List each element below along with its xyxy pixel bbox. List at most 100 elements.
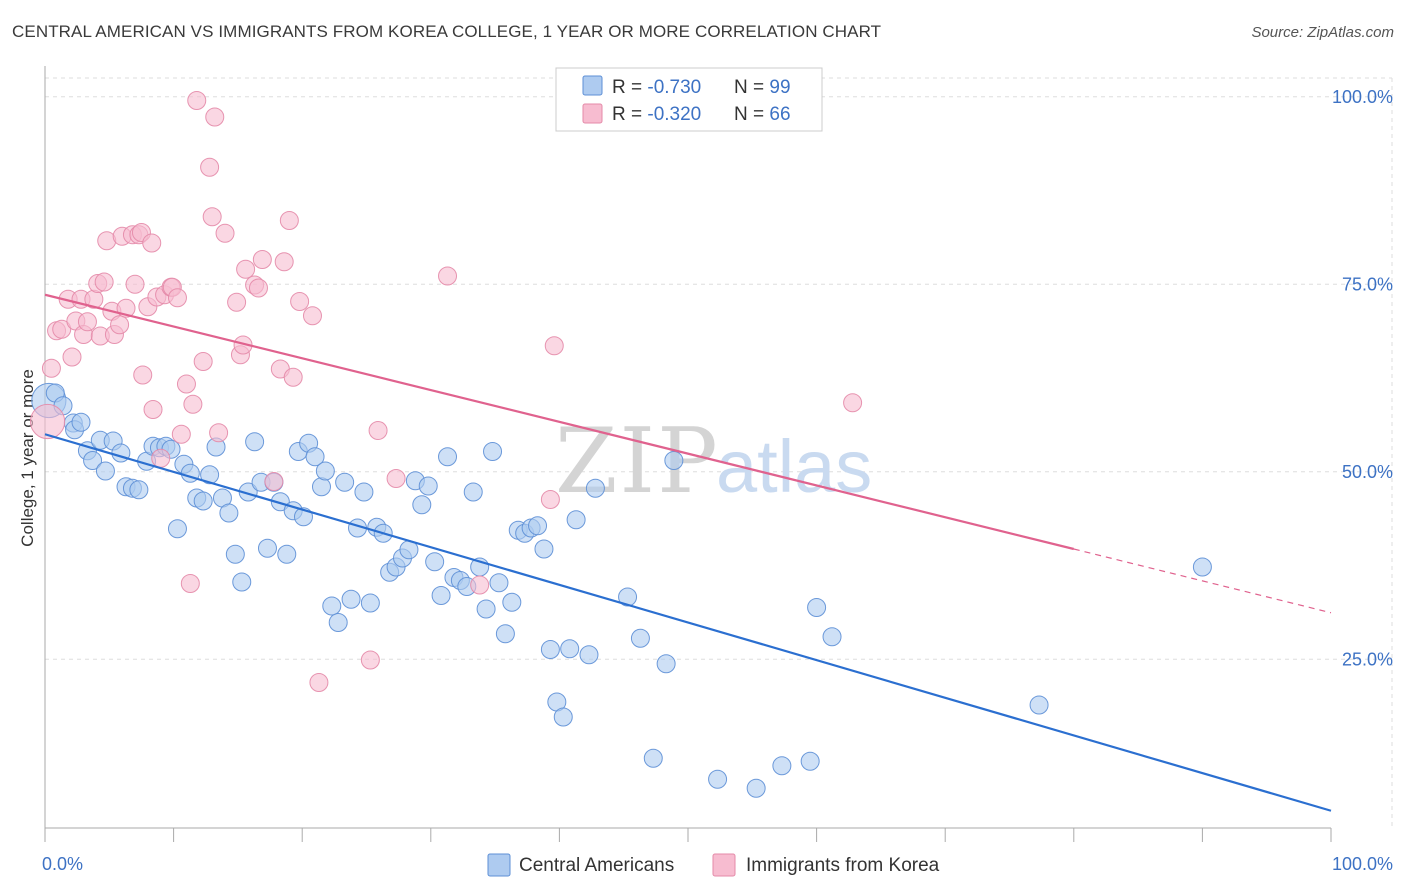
point-s1-59 <box>309 673 329 692</box>
x-tick-label-0: 0.0% <box>42 854 83 874</box>
point-s0-88 <box>643 748 663 768</box>
point-s0-67 <box>463 482 483 502</box>
point-s1-29 <box>151 448 171 468</box>
point-s1-54 <box>274 252 294 272</box>
point-s0-73 <box>502 592 522 612</box>
point-s1-55 <box>279 211 299 230</box>
trend-line-korea-extension <box>1073 548 1332 614</box>
point-s1-62 <box>386 469 406 488</box>
point-s0-59 <box>412 495 432 515</box>
point-s0-50 <box>354 482 374 502</box>
point-s0-42 <box>305 447 325 467</box>
point-s0-92 <box>746 778 766 798</box>
point-s0-32 <box>245 432 265 452</box>
point-s0-9 <box>95 461 115 481</box>
legend-r-value-2: -0.320 <box>647 104 701 125</box>
point-s0-45 <box>322 596 342 616</box>
point-s0-46 <box>328 613 348 632</box>
point-s1-44 <box>215 223 235 243</box>
legend-n-value-2: 66 <box>769 104 790 125</box>
point-s0-34 <box>257 538 277 558</box>
point-s0-78 <box>534 539 554 559</box>
point-s0-71 <box>489 573 509 593</box>
point-s0-89 <box>656 654 676 674</box>
point-s1-0 <box>29 403 66 440</box>
bottom-legend: Central Americans Immigrants from Korea <box>487 853 940 877</box>
point-s0-91 <box>708 769 728 789</box>
point-s1-35 <box>176 374 196 394</box>
legend-n-row-2: N = 66 <box>734 104 791 125</box>
legend-row-2: R = -0.320 <box>612 104 701 125</box>
point-s0-5 <box>71 412 91 432</box>
point-s1-37 <box>183 394 203 414</box>
point-s0-87 <box>630 628 650 648</box>
legend-r-value-1: -0.730 <box>647 77 701 98</box>
y-tick-label-3: 100.0% <box>1332 87 1393 107</box>
point-s1-66 <box>544 336 564 356</box>
legend-row-1: R = -0.730 <box>612 77 701 98</box>
trend-line-central-americans <box>44 433 1332 812</box>
point-s1-13 <box>94 272 114 292</box>
point-s0-94 <box>800 751 820 771</box>
point-s0-7 <box>83 451 103 470</box>
point-s1-33 <box>167 288 187 308</box>
bottom-legend-label-korea: Immigrants from Korea <box>746 855 940 876</box>
series-korea-points <box>29 91 863 692</box>
point-s1-61 <box>368 421 388 440</box>
bottom-legend-swatch-central-americans <box>487 853 511 877</box>
bottom-legend-swatch-korea <box>712 853 736 877</box>
point-s1-41 <box>202 207 222 227</box>
point-s1-67 <box>843 393 863 413</box>
point-s1-42 <box>205 107 225 127</box>
point-s0-95 <box>807 598 827 617</box>
point-s0-37 <box>277 544 297 564</box>
point-s0-44 <box>315 461 335 481</box>
point-s1-65 <box>540 490 560 509</box>
point-s1-21 <box>125 274 145 294</box>
legend-n-label-2: N = <box>734 104 769 125</box>
point-s0-97 <box>1029 695 1049 715</box>
legend-swatch-blue <box>582 75 603 96</box>
point-s0-14 <box>129 480 149 500</box>
point-s1-38 <box>187 91 207 110</box>
watermark: ZIP atlas <box>555 409 872 514</box>
point-s0-90 <box>664 451 684 470</box>
point-s1-27 <box>143 400 163 419</box>
legend-n-label-1: N = <box>734 77 769 98</box>
point-s1-51 <box>252 250 272 269</box>
point-s0-48 <box>341 589 361 609</box>
point-s0-85 <box>585 478 605 498</box>
series-central-americans-points <box>31 382 1212 798</box>
point-s1-39 <box>193 352 213 371</box>
point-s1-63 <box>438 266 458 286</box>
point-s1-17 <box>110 315 130 335</box>
point-s0-51 <box>360 593 380 613</box>
x-tick-labels: 0.0% 100.0% <box>42 854 1393 874</box>
y-tick-label-1: 50.0% <box>1342 462 1393 482</box>
point-s0-43 <box>311 477 331 497</box>
trend-line-korea <box>44 293 1075 551</box>
legend-n-value-1: 99 <box>769 77 790 98</box>
legend-n-row-1: N = 99 <box>734 77 791 98</box>
grid-lines <box>45 77 1393 828</box>
point-s0-86 <box>618 587 638 607</box>
point-s1-9 <box>77 312 97 332</box>
point-s0-98 <box>1192 557 1212 577</box>
point-s0-47 <box>335 472 355 492</box>
watermark-zip: ZIP <box>555 409 720 514</box>
point-s0-61 <box>425 552 445 572</box>
legend-swatch-pink <box>582 103 603 124</box>
legend: R = -0.730 N = 99 R = -0.320 N = 66 <box>555 67 823 132</box>
point-s1-24 <box>133 365 153 385</box>
point-s1-40 <box>200 157 220 177</box>
point-s1-34 <box>171 424 191 444</box>
point-s1-1 <box>41 358 61 378</box>
y-tick-label-2: 75.0% <box>1342 274 1393 294</box>
chart-title: CENTRAL AMERICAN VS IMMIGRANTS FROM KORE… <box>12 22 882 41</box>
point-s1-36 <box>180 574 200 593</box>
point-s0-63 <box>438 447 458 467</box>
point-s0-29 <box>225 544 245 564</box>
legend-r-label-2: R = <box>612 104 647 125</box>
point-s0-83 <box>566 510 586 530</box>
legend-r-label-1: R = <box>612 77 647 98</box>
